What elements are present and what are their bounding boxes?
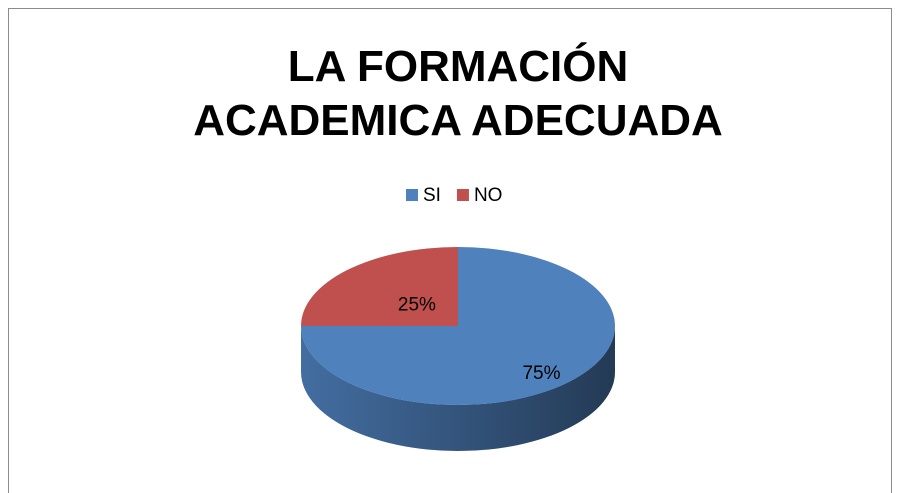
pie-side-shade bbox=[301, 326, 615, 451]
legend-label: NO bbox=[474, 185, 503, 206]
chart-title: LA FORMACIÓN ACADEMICA ADECUADA bbox=[193, 42, 723, 145]
legend-swatch bbox=[456, 189, 469, 201]
data-label: 75% bbox=[522, 363, 560, 384]
legend-swatch bbox=[406, 189, 418, 201]
data-label: 25% bbox=[398, 294, 436, 315]
legend-label: SI bbox=[423, 185, 441, 206]
pie-slice bbox=[301, 247, 458, 326]
chart-border bbox=[8, 8, 892, 493]
